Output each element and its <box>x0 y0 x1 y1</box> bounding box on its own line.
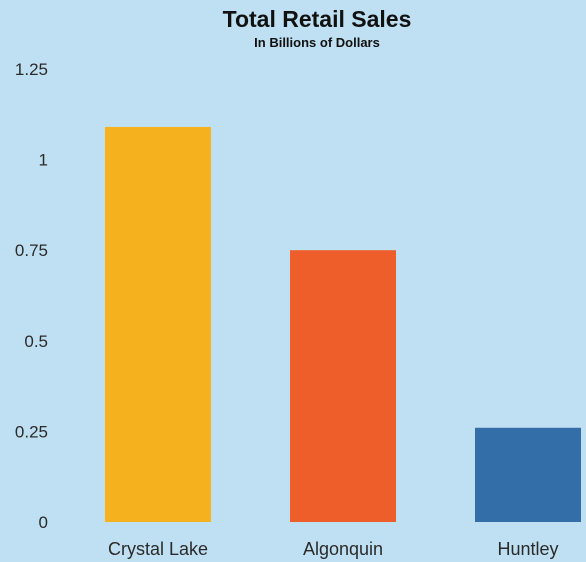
y-tick-label: 1.25 <box>15 60 48 79</box>
x-category-label: Algonquin <box>303 539 383 559</box>
chart-subtitle: In Billions of Dollars <box>254 35 380 50</box>
bar <box>290 250 396 522</box>
bar <box>475 427 581 522</box>
bars <box>105 126 581 522</box>
x-category-label: Huntley <box>497 539 558 559</box>
y-tick-label: 0.5 <box>24 332 48 351</box>
x-category-label: Crystal Lake <box>108 539 208 559</box>
bar <box>105 126 211 522</box>
y-tick-label: 0.75 <box>15 241 48 260</box>
y-axis-ticks: 0 0.25 0.5 0.75 1 1.25 <box>15 60 48 532</box>
chart-title: Total Retail Sales <box>223 6 412 32</box>
y-tick-label: 0 <box>39 513 48 532</box>
x-axis-labels: Crystal Lake Algonquin Huntley <box>108 539 559 559</box>
y-tick-label: 1 <box>39 151 48 170</box>
y-tick-label: 0.25 <box>15 422 48 441</box>
